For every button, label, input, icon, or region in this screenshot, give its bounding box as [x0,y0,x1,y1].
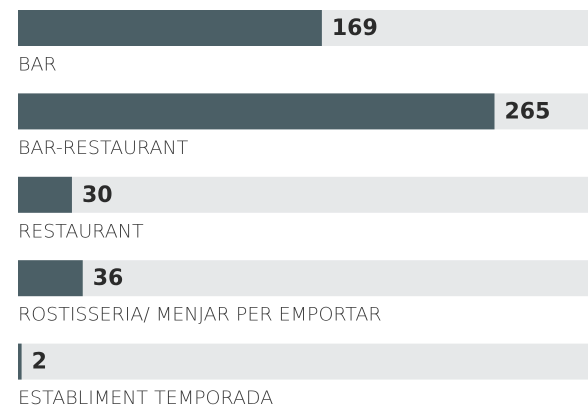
value-label: 169 [332,16,378,41]
category-label: BAR-RESTAURANT [18,137,189,159]
bar [18,176,72,213]
value-label: 30 [82,183,113,208]
category-label: RESTAURANT [18,220,144,242]
bar [18,343,22,380]
category-label: BAR [18,54,57,76]
bar [18,93,495,130]
value-label: 2 [32,350,47,375]
bar [18,260,83,297]
category-label: ESTABLIMENT TEMPORADA [18,387,273,409]
bar-track [18,176,588,213]
value-label: 265 [504,99,550,124]
category-label: ROSTISSERIA/ MENJAR PER EMPORTAR [18,304,382,326]
bar [18,10,322,46]
value-label: 36 [93,266,124,291]
bar-track [18,343,588,380]
bar-track [18,260,588,297]
